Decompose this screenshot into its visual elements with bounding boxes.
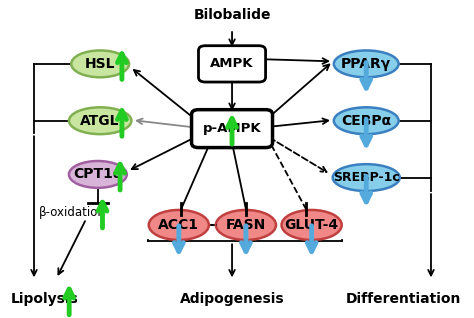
Text: FASN: FASN [226, 218, 266, 232]
Ellipse shape [282, 210, 342, 240]
Text: AMPK: AMPK [210, 57, 254, 70]
Text: Differentiation: Differentiation [346, 292, 461, 306]
Text: Bilobalide: Bilobalide [193, 8, 271, 22]
Ellipse shape [69, 107, 131, 134]
Text: Lipolysis: Lipolysis [11, 292, 79, 306]
Text: CEBPα: CEBPα [341, 114, 391, 128]
Text: ATGL: ATGL [81, 114, 120, 128]
Text: GLUT-4: GLUT-4 [284, 218, 339, 232]
Text: Adipogenesis: Adipogenesis [180, 292, 284, 306]
Ellipse shape [334, 51, 399, 77]
Text: HSL: HSL [85, 57, 116, 71]
Text: SREBP-1c: SREBP-1c [333, 171, 400, 184]
FancyBboxPatch shape [199, 46, 265, 82]
Ellipse shape [69, 161, 127, 188]
Text: ACC1: ACC1 [158, 218, 200, 232]
Text: β-oxidation: β-oxidation [39, 206, 106, 219]
Text: p-AMPK: p-AMPK [203, 122, 261, 135]
Text: CPT1α: CPT1α [73, 167, 123, 182]
FancyBboxPatch shape [191, 110, 273, 148]
Ellipse shape [71, 51, 129, 77]
Text: PPARγ: PPARγ [341, 57, 391, 71]
Ellipse shape [216, 210, 276, 240]
Ellipse shape [149, 210, 209, 240]
Ellipse shape [334, 107, 399, 134]
Ellipse shape [333, 164, 400, 191]
